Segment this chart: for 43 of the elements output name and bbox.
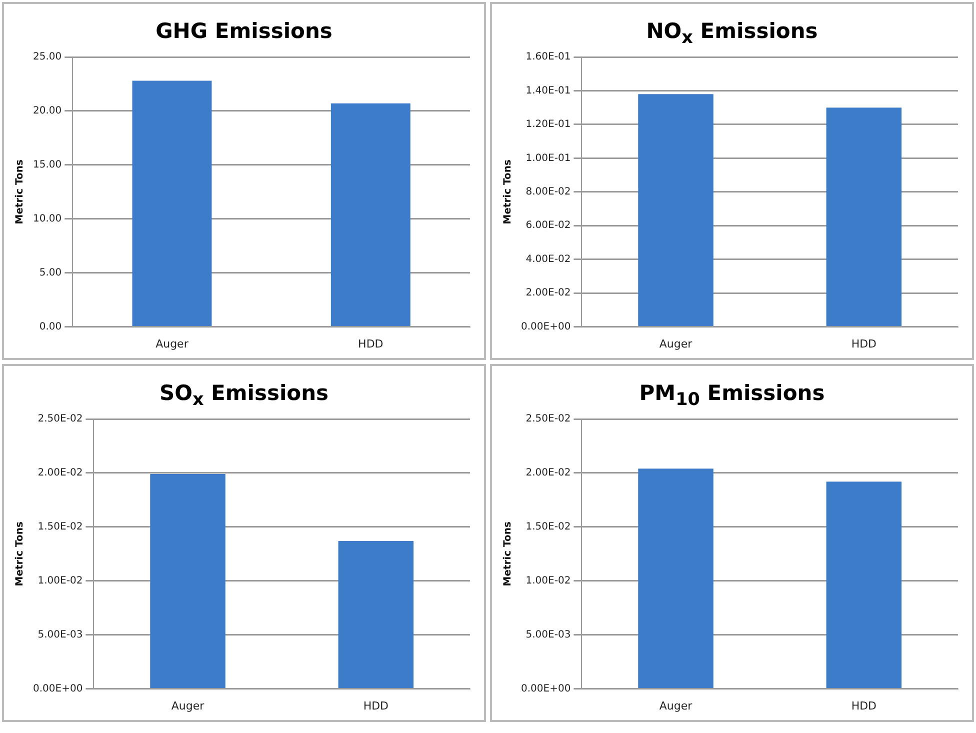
x-tick-label: Auger xyxy=(171,699,205,712)
y-axis-title: Metric Tons xyxy=(14,521,26,586)
y-tick-label: 0.00E+00 xyxy=(521,321,571,332)
chart-title: NO$_{x}$ Emissions xyxy=(645,18,819,48)
y-tick-label: 0.00 xyxy=(39,321,62,332)
y-tick-label: 5.00E-03 xyxy=(38,629,83,640)
y-tick-label: 5.00 xyxy=(39,267,62,278)
y-tick-label: 1.40E-01 xyxy=(526,85,571,96)
y-tick-label: 0.00E+00 xyxy=(33,683,83,694)
y-tick-label: 1.50E-02 xyxy=(38,522,83,533)
y-tick-label: 0.00E+00 xyxy=(521,683,571,694)
x-tick-label: HDD xyxy=(363,699,389,712)
y-tick-label: 6.00E-02 xyxy=(526,220,571,232)
y-axis-title: Metric Tons xyxy=(502,521,514,586)
x-tick-label: Auger xyxy=(659,337,693,350)
y-axis-title: Metric Tons xyxy=(502,159,514,224)
y-tick-label: 1.00E-01 xyxy=(526,152,571,164)
chart-title: PM$_{10}$ Emissions xyxy=(638,380,826,410)
y-tick-label: 2.00E-02 xyxy=(38,468,83,479)
x-tick-label: HDD xyxy=(851,699,877,712)
y-tick-label: 25.00 xyxy=(32,52,62,63)
y-tick-label: 20.00 xyxy=(32,106,62,117)
y-tick-label: 1.50E-02 xyxy=(526,522,571,533)
y-tick-label: 10.00 xyxy=(32,213,62,224)
x-tick-label: HDD xyxy=(851,337,877,350)
x-tick-label: Auger xyxy=(156,337,189,350)
chart-title: SO$_{x}$ Emissions xyxy=(158,380,330,410)
y-tick-label: 1.00E-02 xyxy=(526,575,571,586)
chart-title: GHG Emissions xyxy=(154,18,334,45)
y-tick-label: 5.00E-03 xyxy=(526,629,571,640)
y-tick-label: 1.20E-01 xyxy=(526,119,571,130)
y-tick-label: 4.00E-02 xyxy=(526,254,571,265)
y-tick-label: 8.00E-02 xyxy=(526,186,571,198)
y-tick-label: 2.00E-02 xyxy=(526,468,571,479)
x-tick-label: HDD xyxy=(358,337,384,350)
y-tick-label: 1.60E-01 xyxy=(526,52,571,63)
y-tick-label: 2.00E-02 xyxy=(526,288,571,299)
x-tick-label: Auger xyxy=(659,699,693,712)
y-tick-label: 2.50E-02 xyxy=(38,414,83,425)
y-tick-label: 2.50E-02 xyxy=(526,414,571,425)
y-axis-title: Metric Tons xyxy=(14,159,26,224)
y-tick-label: 1.00E-02 xyxy=(38,575,83,586)
y-tick-label: 15.00 xyxy=(32,160,62,171)
